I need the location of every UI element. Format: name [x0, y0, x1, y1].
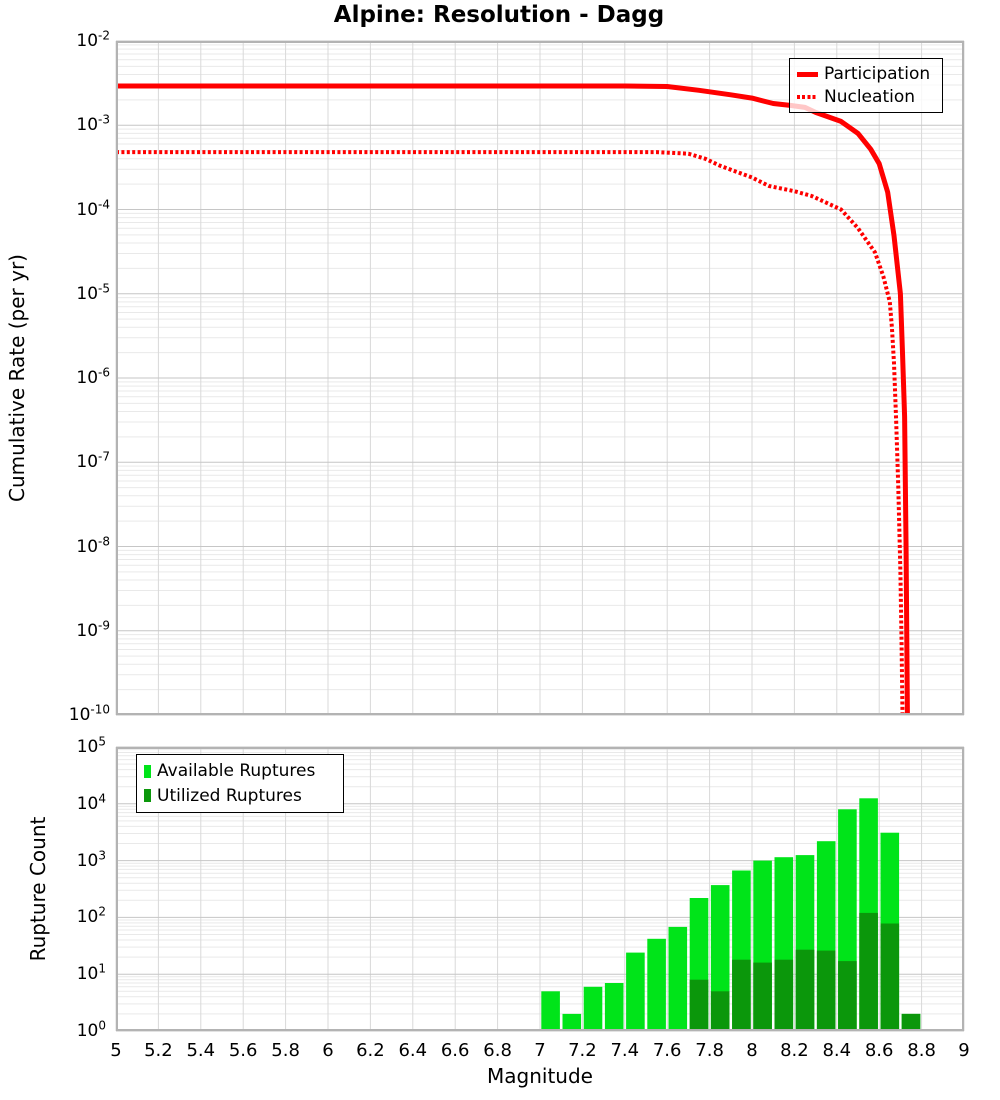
plot-border [116, 41, 964, 715]
x-tick-label: 6.6 [440, 1040, 470, 1061]
x-tick-label: 5.8 [271, 1040, 300, 1061]
available-ruptures-bar [626, 952, 645, 1031]
legend-label: Available Ruptures [157, 761, 316, 782]
x-tick-label: 8.2 [780, 1040, 809, 1061]
available-ruptures-bar [583, 986, 603, 1031]
plot-border [116, 747, 964, 1031]
x-axis-label: Magnitude [487, 1064, 593, 1088]
x-tick-label: 5.2 [144, 1040, 173, 1061]
x-tick-label: 6 [322, 1040, 334, 1061]
x-tick-label: 8.6 [864, 1040, 894, 1061]
x-tick-label: 7.2 [568, 1040, 597, 1061]
x-tick-label: 7.8 [695, 1040, 724, 1061]
bottom-y-tick-label: 105 [76, 734, 106, 757]
x-tick-label: 8.4 [822, 1040, 852, 1061]
nucleation-line-swatch [797, 95, 818, 99]
nucleation-line [116, 150, 905, 716]
bottom-y-tick-label: 101 [76, 961, 106, 985]
top-y-tick-label: 10-5 [76, 281, 110, 304]
participation-line [116, 83, 910, 716]
legend-rate-curves: Participation Nucleation [789, 58, 943, 113]
x-tick-label: 8.8 [907, 1040, 936, 1061]
x-tick-label: 7.4 [610, 1040, 640, 1061]
utilized-ruptures-bar [753, 962, 772, 1031]
bottom-y-tick-label: 100 [76, 1018, 106, 1041]
x-tick-label: 6.4 [398, 1040, 428, 1061]
available-ruptures-bar [647, 938, 666, 1031]
top-y-tick-label: 10-3 [76, 112, 110, 136]
available-ruptures-bar [604, 983, 624, 1031]
top-y-tick-label: 10-2 [76, 28, 110, 51]
bottom-y-tick-label: 103 [76, 847, 106, 871]
chart-title: Alpine: Resolution - Dagg [333, 2, 665, 28]
utilized-ruptures-bar [901, 1013, 921, 1031]
utilized-ruptures-bar [689, 979, 709, 1031]
utilized-ruptures-bar [816, 950, 836, 1031]
available-ruptures-bar [668, 926, 688, 1031]
legend-item-utilized: Utilized Ruptures [144, 786, 336, 806]
available-ruptures-bar [541, 991, 560, 1031]
legend-item-available: Available Ruptures [144, 761, 336, 781]
utilized-ruptures-bar [859, 912, 878, 1031]
utilized-ruptures-bar [880, 923, 900, 1031]
bottom-y-axis-label: Rupture Count [26, 816, 50, 962]
available-ruptures-swatch [144, 764, 151, 778]
bottom-y-tick-label: 102 [76, 904, 106, 928]
bottom-plot-rupture-count [115, 746, 965, 1032]
utilized-ruptures-bar [795, 949, 815, 1031]
utilized-ruptures-bar [774, 959, 794, 1031]
bottom-y-tick-label: 104 [76, 791, 106, 814]
top-y-axis-label: Cumulative Rate (per yr) [5, 254, 29, 502]
legend-ruptures: Available Ruptures Utilized Ruptures [136, 754, 344, 813]
top-y-tick-label: 10-10 [68, 702, 110, 725]
legend-label: Utilized Ruptures [157, 785, 302, 806]
x-tick-label: 7.6 [652, 1040, 682, 1061]
top-y-tick-label: 10-9 [76, 618, 110, 641]
x-tick-label: 5.6 [228, 1040, 258, 1061]
x-tick-label: 5 [110, 1040, 122, 1061]
top-y-tick-label: 10-7 [76, 449, 110, 473]
utilized-ruptures-swatch [144, 789, 151, 803]
utilized-ruptures-bar [732, 959, 751, 1031]
x-tick-label: 5.4 [186, 1040, 216, 1061]
x-tick-label: 7 [534, 1040, 546, 1061]
participation-line-swatch [797, 71, 818, 77]
top-y-tick-label: 10-8 [76, 533, 110, 557]
top-y-tick-label: 10-6 [76, 365, 110, 388]
top-y-tick-label: 10-4 [76, 196, 110, 220]
utilized-ruptures-bar [838, 961, 857, 1031]
legend-item-nucleation: Nucleation [797, 87, 935, 107]
available-ruptures-bar [562, 1013, 582, 1031]
x-tick-label: 6.2 [356, 1040, 385, 1061]
x-tick-label: 9 [958, 1040, 970, 1061]
legend-item-participation: Participation [797, 64, 935, 84]
top-plot-cumulative-rate [115, 40, 965, 716]
x-tick-label: 6.8 [483, 1040, 512, 1061]
x-tick-label: 8 [746, 1040, 758, 1061]
legend-label: Participation [824, 64, 931, 84]
utilized-ruptures-bar [710, 991, 730, 1031]
legend-label: Nucleation [824, 87, 916, 107]
